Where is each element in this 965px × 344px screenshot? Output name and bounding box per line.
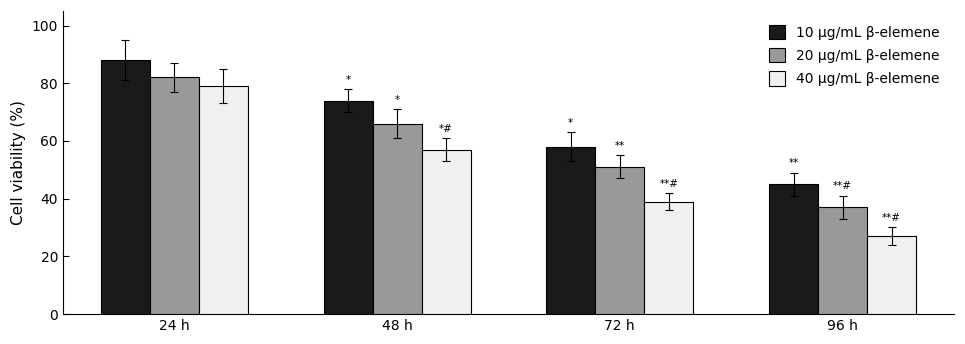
Bar [422,150,471,314]
Text: **#: **# [833,181,852,191]
Text: *: * [568,118,573,128]
Bar [769,184,818,314]
Text: *: * [395,95,400,105]
Text: **#: **# [882,213,901,223]
Text: **#: **# [659,179,678,189]
Bar [867,236,916,314]
Bar [323,100,372,314]
Y-axis label: Cell viability (%): Cell viability (%) [12,100,26,225]
Legend: 10 μg/mL β-elemene, 20 μg/mL β-elemene, 40 μg/mL β-elemene: 10 μg/mL β-elemene, 20 μg/mL β-elemene, … [761,18,947,93]
Bar [546,147,595,314]
Text: **: ** [788,158,799,168]
Bar [199,86,248,314]
Bar [645,202,693,314]
Text: *#: *# [439,124,453,134]
Text: *: * [345,75,350,85]
Bar [100,60,150,314]
Text: **: ** [615,141,625,151]
Bar [150,77,199,314]
Bar [818,207,867,314]
Bar [372,123,422,314]
Bar [595,167,645,314]
